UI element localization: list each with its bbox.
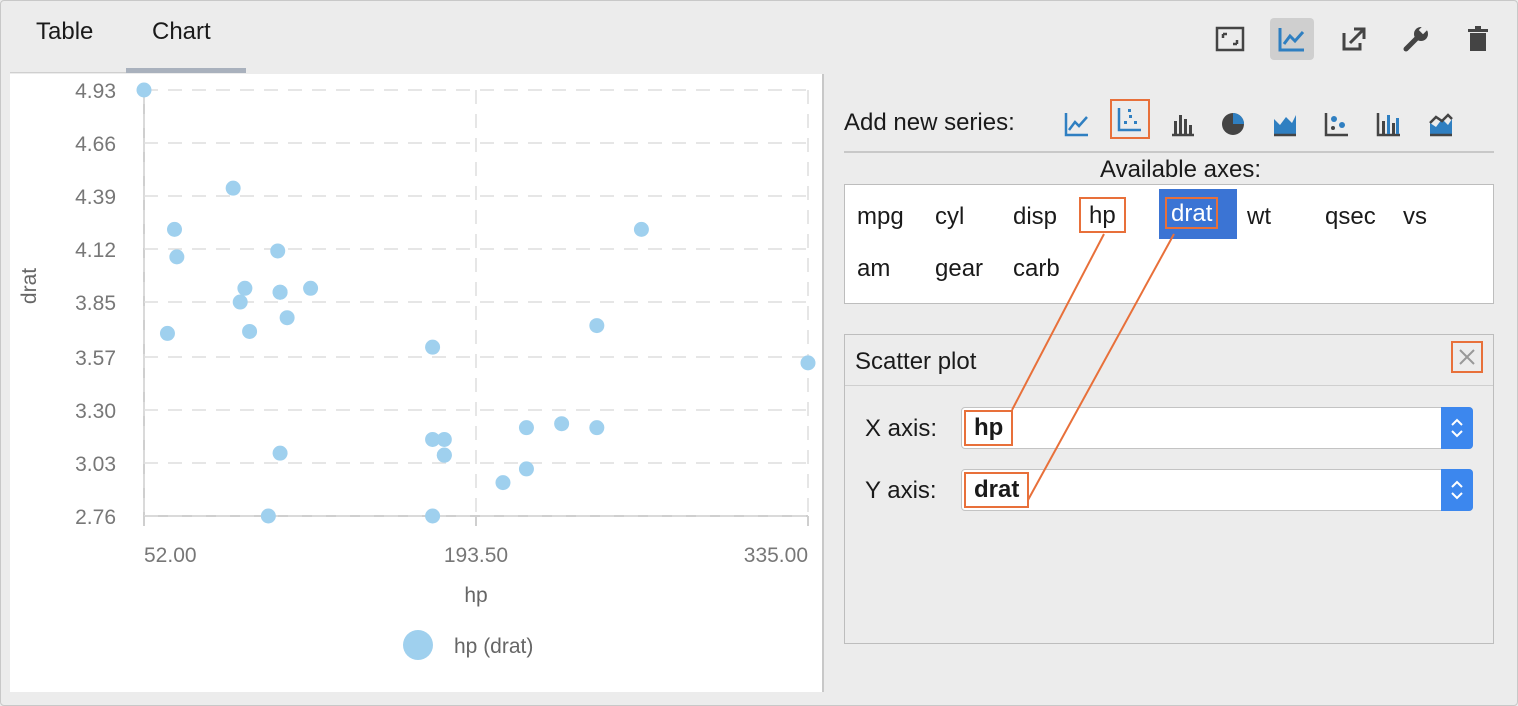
axis-item-cyl[interactable]: cyl <box>935 203 965 230</box>
axis-item-drat-label: drat <box>1165 197 1219 229</box>
scatter-point <box>425 508 441 524</box>
scatter-point <box>518 420 534 436</box>
scatter-point <box>518 461 534 477</box>
chart-panel: 4.93 4.66 4.39 4.12 3.85 3.57 3.30 3.03 2.76 52.0… <box>10 74 824 692</box>
series-divider <box>844 151 1494 153</box>
tab-chart[interactable]: Chart <box>152 18 211 45</box>
scatter-point <box>242 323 258 339</box>
close-icon[interactable] <box>1451 341 1483 373</box>
x-axis-value: hp <box>964 410 1014 446</box>
x-axis-field-label: X axis: <box>865 415 938 442</box>
scatter-panel-title: Scatter plot <box>855 348 977 375</box>
x-tick-label: 335.00 <box>744 544 808 567</box>
active-tab-indicator <box>126 68 246 73</box>
scatter-point <box>303 280 319 296</box>
scatter-point <box>270 243 286 259</box>
axis-item-gear[interactable]: gear <box>935 255 984 282</box>
scatter-point <box>167 221 183 237</box>
line-icon[interactable] <box>1060 107 1094 141</box>
scatter-point <box>589 318 605 334</box>
scatter-point <box>554 416 570 432</box>
axis-item-qsec[interactable]: qsec <box>1325 203 1376 230</box>
axis-item-carb[interactable]: carb <box>1013 255 1060 282</box>
scatter-point <box>279 310 295 326</box>
axis-item-wt[interactable]: wt <box>1247 203 1271 230</box>
x-axis-select[interactable]: hp <box>961 407 1473 449</box>
chart-icon[interactable] <box>1270 18 1314 60</box>
tab-table[interactable]: Table <box>36 18 94 45</box>
select-arrows-icon[interactable] <box>1441 407 1473 449</box>
y-tick-label: 4.66 <box>75 133 116 156</box>
legend-label: hp (drat) <box>454 635 533 658</box>
y-tick-label: 3.57 <box>75 347 116 370</box>
scatter-point <box>232 294 248 310</box>
axis-item-hp[interactable]: hp <box>1079 197 1126 233</box>
scatter-point <box>495 475 511 491</box>
axis-item-drat[interactable]: drat <box>1159 189 1237 239</box>
scatter-point <box>436 447 452 463</box>
available-axes-list: mpg cyl disp hp drat wt qsec vs am gear … <box>844 184 1494 304</box>
available-axes-title: Available axes: <box>1100 156 1261 183</box>
scatter-point <box>260 508 276 524</box>
y-axis-label: drat <box>18 268 41 304</box>
area-icon[interactable] <box>1268 107 1302 141</box>
x-tick-label: 193.50 <box>444 544 508 567</box>
export-icon[interactable] <box>1332 18 1376 60</box>
wrench-icon[interactable] <box>1394 18 1438 60</box>
scatter-point <box>436 431 452 447</box>
axis-item-am[interactable]: am <box>857 255 891 282</box>
axis-item-vs[interactable]: vs <box>1403 203 1427 230</box>
scatter-panel-header: Scatter plot <box>845 335 1493 386</box>
scatter-point <box>136 82 152 98</box>
fit-icon[interactable] <box>1208 18 1252 60</box>
scatter-icon[interactable] <box>1110 99 1150 139</box>
scatter-point <box>425 339 441 355</box>
select-arrows-icon[interactable] <box>1441 469 1473 511</box>
y-tick-label: 4.93 <box>75 80 116 103</box>
scatter-point <box>272 445 288 461</box>
y-tick-label: 2.76 <box>75 506 116 529</box>
y-tick-label: 3.03 <box>75 453 116 476</box>
y-axis-value: drat <box>964 472 1030 508</box>
scatter-point <box>425 431 441 447</box>
y-tick-label: 4.39 <box>75 186 116 209</box>
y-tick-label: 3.30 <box>75 400 116 423</box>
legend-marker <box>403 630 433 660</box>
trash-icon[interactable] <box>1456 18 1500 60</box>
pie-icon[interactable] <box>1216 107 1250 141</box>
scatter-point <box>225 180 241 196</box>
stacked-area-icon[interactable] <box>1424 107 1458 141</box>
scatter-point <box>589 420 605 436</box>
scatter-point <box>159 325 175 341</box>
scatter-point <box>169 249 185 265</box>
scatter-point <box>800 355 816 371</box>
y-axis-field-label: Y axis: <box>865 477 937 504</box>
y-tick-label: 3.85 <box>75 292 116 315</box>
scatter-chart: 4.93 4.66 4.39 4.12 3.85 3.57 3.30 3.03 2.76 52.0… <box>18 80 816 660</box>
axis-item-disp[interactable]: disp <box>1013 203 1058 230</box>
bubble-icon[interactable] <box>1320 107 1354 141</box>
scatter-point <box>272 284 288 300</box>
add-series-label: Add new series: <box>844 109 1015 136</box>
bar-icon[interactable] <box>1166 107 1200 141</box>
scatter-point <box>633 221 649 237</box>
scatter-point <box>237 280 253 296</box>
axis-item-mpg[interactable]: mpg <box>857 203 904 230</box>
x-tick-label: 52.00 <box>144 544 197 567</box>
y-axis-select[interactable]: drat <box>961 469 1473 511</box>
y-tick-label: 4.12 <box>75 239 116 262</box>
scatter-settings-panel: Scatter plot X axis: hp Y axis: drat <box>844 334 1494 644</box>
x-axis-label: hp <box>464 584 487 607</box>
grouped-bar-icon[interactable] <box>1372 107 1406 141</box>
